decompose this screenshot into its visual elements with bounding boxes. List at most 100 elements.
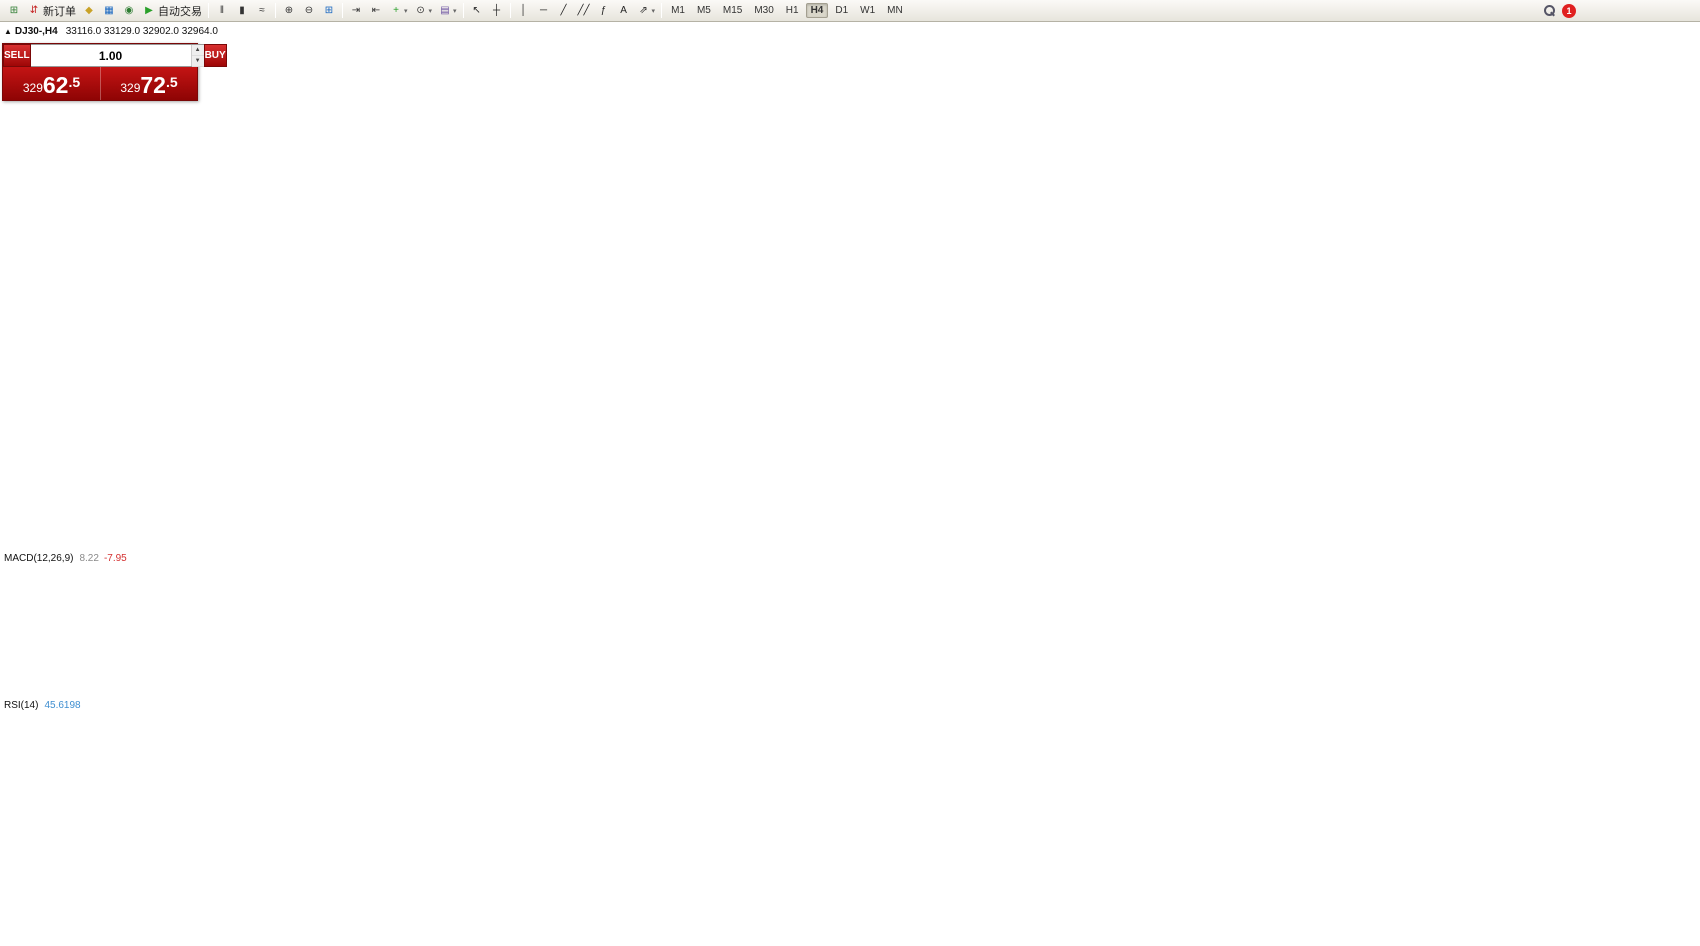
- new-order-icon: ⇵: [29, 4, 39, 16]
- notification-badge[interactable]: 1: [1562, 3, 1576, 18]
- timeframe-m1-button[interactable]: M1: [671, 5, 685, 16]
- timeframe-mn-button[interactable]: MN: [887, 5, 903, 16]
- timeframe-m5-button[interactable]: M5: [696, 5, 711, 16]
- bar-chart-icon: ‖: [219, 4, 225, 16]
- volume-spinner: ▲ ▼: [190, 45, 204, 67]
- crosshair-button[interactable]: ┼: [488, 2, 506, 20]
- zoom-out-button[interactable]: ⊖: [300, 2, 318, 20]
- macd-label-line: MACD(12,26,9) 8.22 -7.95: [4, 553, 127, 564]
- profiles-icon: ◆: [85, 4, 93, 16]
- periods-button[interactable]: ⊙ ▾: [412, 2, 435, 20]
- zoom-in-button[interactable]: ⊕: [280, 2, 298, 20]
- sell-price[interactable]: 329 62.5: [3, 67, 100, 100]
- timeframe-h1-button[interactable]: H1: [785, 5, 799, 16]
- tile-windows-icon: ⊞: [324, 4, 334, 16]
- new-chart-button[interactable]: ⊞: [5, 2, 23, 20]
- cursor-button[interactable]: ↖: [468, 2, 486, 20]
- templates-icon: ▤: [440, 4, 450, 16]
- auto-scroll-button[interactable]: ⇥: [347, 2, 365, 20]
- market-watch-button[interactable]: ▦: [100, 2, 118, 20]
- buy-price-frac: .5: [165, 74, 178, 90]
- toolbar-separator: [509, 3, 511, 18]
- candle-chart-button[interactable]: ▮: [233, 2, 251, 20]
- periods-icon: ⊙: [416, 4, 425, 16]
- timeframe-h4-button[interactable]: H4: [805, 3, 829, 18]
- channel-button[interactable]: ╱╱: [575, 2, 593, 20]
- dropdown-arrow-icon[interactable]: ▾: [651, 7, 656, 15]
- auto-trading-icon: ▶: [145, 4, 153, 16]
- horizontal-line-icon: ─: [540, 4, 548, 16]
- buy-price-head: 329: [120, 81, 141, 95]
- channel-icon: ╱╱: [577, 4, 590, 16]
- bar-chart-button[interactable]: ‖: [213, 2, 231, 20]
- timeframe-m15-button[interactable]: M15: [722, 5, 743, 16]
- text-label-icon: A: [620, 4, 627, 16]
- volume-increase-button[interactable]: ▲: [191, 45, 204, 56]
- toolbar-separator: [275, 3, 276, 18]
- new-order-label: 新订单: [43, 5, 76, 18]
- chart-shift-button[interactable]: ⇤: [367, 2, 385, 20]
- toolbar-separator: [342, 3, 343, 18]
- macd-signal-value: -7.95: [103, 553, 127, 564]
- rsi-label-line: RSI(14) 45.6198: [4, 700, 81, 711]
- new-chart-icon: ⊞: [9, 4, 19, 16]
- sell-price-frac: .5: [68, 74, 81, 90]
- sell-price-head: 329: [22, 81, 43, 95]
- one-click-toggle-icon[interactable]: ▲: [4, 27, 12, 36]
- auto-trading-label: 自动交易: [158, 5, 202, 18]
- dropdown-arrow-icon[interactable]: ▾: [428, 7, 433, 15]
- buy-button[interactable]: BUY: [203, 44, 227, 67]
- volume-input[interactable]: [30, 45, 191, 66]
- line-chart-icon: ≈: [259, 4, 265, 16]
- macd-main-value: 8.22: [79, 553, 99, 564]
- market-watch-icon: ▦: [104, 4, 114, 16]
- arrows-tool-button[interactable]: ⇗ ▾: [635, 2, 658, 20]
- dropdown-arrow-icon[interactable]: ▾: [404, 7, 408, 15]
- toolbar: ⊞ ⇵ 新订单 ◆ ▦ ◉ ▶ 自动交易 ‖ ▮ ≈ ⊕ ⊖ ⊞ ⇥ ⇤ + ▾ ⊙ ▾ ▤ ▾ ↖ ┼ │ ─ ╱ ╱╱ ƒ A ⇗ ▾ M…: [0, 0, 1700, 22]
- indicators-icon: +: [393, 4, 399, 16]
- toolbar-buttons: ⊞ ⇵ 新订单 ◆ ▦ ◉ ▶ 自动交易 ‖ ▮ ≈ ⊕ ⊖ ⊞ ⇥ ⇤ + ▾ ⊙ ▾ ▤ ▾ ↖ ┼ │ ─ ╱ ╱╱ ƒ A ⇗ ▾: [4, 2, 665, 20]
- horizontal-line-button[interactable]: ─: [535, 2, 553, 20]
- rsi-value: 45.6198: [44, 700, 81, 711]
- quote-prices: 329 62.5 329 72.5: [3, 67, 197, 100]
- cursor-icon: ↖: [472, 4, 481, 16]
- auto-trading-button[interactable]: ▶ 自动交易: [140, 2, 204, 20]
- text-label-button[interactable]: A: [615, 2, 633, 20]
- auto-scroll-icon: ⇥: [351, 4, 361, 16]
- crosshair-icon: ┼: [493, 4, 501, 16]
- profiles-button[interactable]: ◆: [80, 2, 98, 20]
- templates-button[interactable]: ▤ ▾: [436, 2, 459, 20]
- ohlc-values: 33116.0 33129.0 32902.0 32964.0: [65, 26, 218, 37]
- tile-windows-button[interactable]: ⊞: [320, 2, 338, 20]
- volume-decrease-button[interactable]: ▼: [191, 56, 204, 67]
- toolbar-separator: [462, 3, 464, 18]
- symbol-period-label: DJ30-,H4: [14, 26, 58, 37]
- buy-price[interactable]: 329 72.5: [100, 67, 197, 100]
- zoom-out-icon: ⊖: [304, 4, 314, 16]
- buy-price-big: 72: [140, 72, 166, 99]
- toolbar-separator: [661, 3, 663, 18]
- chart-shift-icon: ⇤: [371, 4, 381, 16]
- indicators-button[interactable]: + ▾: [387, 2, 410, 20]
- line-chart-button[interactable]: ≈: [253, 2, 271, 20]
- timeframe-m30-button[interactable]: M30: [754, 5, 774, 16]
- candle-chart-icon: ▮: [239, 4, 245, 16]
- toolbar-right: 1: [1543, 3, 1696, 18]
- chart-info-line: ▲ DJ30-,H4 33116.0 33129.0 32902.0 32964.0: [4, 26, 218, 37]
- zoom-in-icon: ⊕: [284, 4, 294, 16]
- trendline-button[interactable]: ╱: [555, 2, 573, 20]
- navigator-icon: ◉: [124, 4, 134, 16]
- timeframe-buttons: M1 M5 M15 M30 H1 H4 D1 W1 MN: [665, 3, 909, 18]
- vertical-line-button[interactable]: │: [515, 2, 533, 20]
- search-icon[interactable]: [1543, 4, 1556, 17]
- navigator-button[interactable]: ◉: [120, 2, 138, 20]
- timeframe-d1-button[interactable]: D1: [835, 5, 849, 16]
- timeframe-w1-button[interactable]: W1: [860, 5, 876, 16]
- arrows-tool-icon: ⇗: [639, 4, 648, 16]
- vertical-line-icon: │: [520, 4, 527, 16]
- fibonacci-button[interactable]: ƒ: [595, 2, 613, 20]
- new-order-button[interactable]: ⇵ 新订单: [25, 2, 78, 20]
- sell-button[interactable]: SELL: [3, 44, 31, 67]
- dropdown-arrow-icon[interactable]: ▾: [453, 7, 457, 15]
